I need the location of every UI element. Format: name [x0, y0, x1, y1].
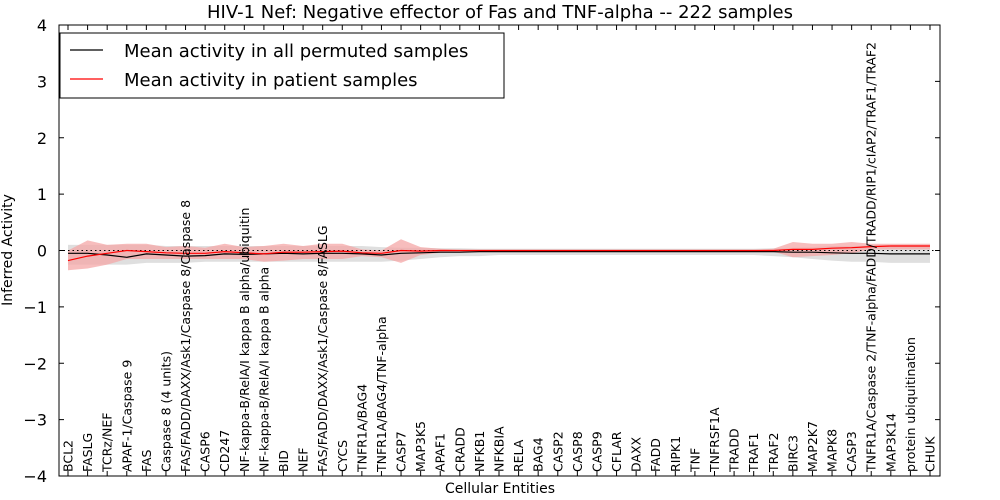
x-tick-label: CRADD [452, 427, 467, 472]
x-tick-label: NF-kappa-B/RelA/I kappa B alpha/ubiquiti… [237, 208, 252, 472]
x-tick-label: TNFR1A/BAG4/TNF-alpha [374, 316, 389, 473]
x-tick-label: MAP2K7 [805, 421, 820, 472]
x-tick-label: DAXX [629, 436, 644, 472]
x-tick-label: FAS/FADD/DAXX/Ask1/Caspase 8/FASLG [315, 225, 330, 472]
legend-box [59, 32, 505, 99]
x-tick-label: FAS [139, 449, 154, 472]
x-tick-label: TRAF1 [746, 433, 761, 474]
x-tick-label: MAPK8 [825, 429, 840, 472]
x-tick-label: TNFR1A/Caspase 2/TNF-alpha/FADD/TRADD/RI… [864, 42, 879, 473]
x-tick-label: MAP3K5 [413, 421, 428, 472]
x-tick-label: CASP2 [550, 431, 565, 472]
x-tick-label: BAG4 [531, 437, 546, 472]
x-tick-label: NEF [296, 448, 311, 472]
series-lines [59, 245, 940, 262]
x-tick-label: CYCS [335, 440, 350, 472]
x-tick-label: TRADD [727, 428, 742, 473]
y-tick-label: −2 [23, 354, 47, 373]
x-tick-label: TNFRSF1A [707, 407, 722, 473]
y-tick-label: 1 [37, 185, 47, 204]
x-tick-label: TNFR1A/BAG4 [354, 384, 369, 473]
y-tick-label: 3 [37, 72, 47, 91]
x-tick-label: TCRz/NEF [100, 412, 115, 473]
x-tick-label: CFLAR [609, 431, 624, 472]
y-tick-label: 4 [37, 16, 47, 35]
x-tick-label: Caspase 8 (4 units) [159, 351, 174, 472]
x-tick-label: APAF-1/Caspase 9 [119, 360, 134, 472]
x-tick-label: RIPK1 [668, 436, 683, 472]
chart-title: HIV-1 Nef: Negative effector of Fas and … [207, 2, 793, 23]
x-tick-label: protein ubiquitination [903, 337, 918, 472]
x-tick-label: BID [276, 450, 291, 472]
x-tick-label: TRAF2 [766, 433, 781, 474]
y-tick-label: −4 [23, 467, 47, 486]
y-axis-label: Inferred Activity [0, 194, 16, 306]
x-tick-label: MAP3K14 [883, 413, 898, 472]
legend-label-patient: Mean activity in patient samples [124, 70, 418, 91]
x-tick-label: BCL2 [61, 440, 76, 472]
y-tick-label: 2 [37, 129, 47, 148]
x-tick-label: RELA [511, 439, 526, 472]
y-tick-label: −3 [23, 411, 47, 430]
x-tick-label: CASP3 [844, 431, 859, 472]
x-axis-label: Cellular Entities [445, 481, 555, 497]
x-tick-label: CHUK [923, 436, 938, 472]
x-tick-label: NF-kappa-B/RelA/I kappa B alpha [256, 267, 271, 472]
x-tick-label: FASLG [80, 433, 95, 472]
x-tick-label: CASP9 [590, 431, 605, 472]
x-tick-label: APAF1 [433, 433, 448, 472]
x-tick-label: CASP6 [198, 431, 213, 472]
confidence-bands [68, 239, 930, 271]
x-tick-label: CD247 [217, 430, 232, 472]
y-tick-label: 0 [37, 242, 47, 261]
x-tick-label: NFKB1 [472, 431, 487, 472]
line-series-1 [67, 245, 930, 262]
x-tick-label: FADD [648, 438, 663, 472]
x-tick-label: CASP8 [570, 431, 585, 472]
x-axis-ticks: BCL2 FASLG TCRz/NEF APAF-1/Caspase 9 FAS Casp… [61, 25, 938, 476]
y-tick-label: −1 [23, 298, 47, 317]
x-tick-label: FAS/FADD/DAXX/Ask1/Caspase 8/Caspase 8 [178, 200, 193, 472]
x-tick-label: CASP7 [394, 431, 409, 472]
x-tick-label: NFKBIA [492, 426, 507, 472]
x-tick-label: BIRC3 [785, 435, 800, 472]
band-series-1 [68, 239, 930, 271]
y-axis-ticks: −4 −3 −2 −1 0 1 2 3 4 [23, 16, 940, 486]
line-series-0 [68, 251, 930, 258]
legend-label-permuted: Mean activity in all permuted samples [124, 41, 468, 62]
x-tick-label: TNF [687, 448, 702, 473]
legend: Mean activity in all permuted samples Me… [59, 32, 505, 99]
